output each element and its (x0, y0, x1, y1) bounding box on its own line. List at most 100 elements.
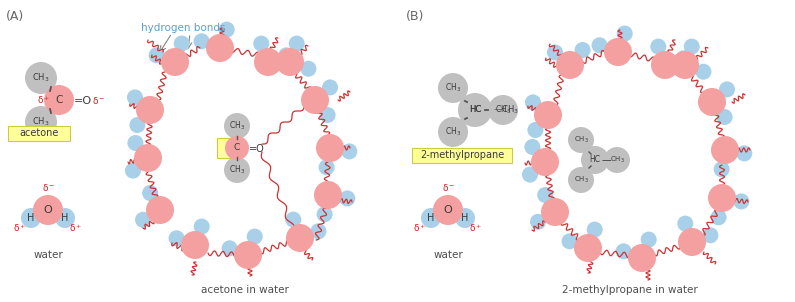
Text: CH$_3$: CH$_3$ (229, 120, 245, 132)
Text: δ$^+$: δ$^+$ (69, 222, 83, 234)
Circle shape (173, 36, 190, 52)
Text: acetone: acetone (19, 128, 59, 139)
Circle shape (224, 157, 250, 183)
Text: CH$_3$: CH$_3$ (33, 116, 50, 128)
Circle shape (719, 82, 735, 98)
Circle shape (641, 232, 657, 248)
Circle shape (181, 231, 209, 259)
Text: —: — (601, 155, 611, 165)
Circle shape (733, 193, 750, 209)
Circle shape (556, 51, 584, 79)
Circle shape (130, 117, 145, 133)
Text: CH$_3$: CH$_3$ (229, 164, 245, 176)
Circle shape (135, 212, 151, 228)
Text: CH$_3$: CH$_3$ (445, 82, 461, 94)
Text: CH$_3$: CH$_3$ (445, 126, 461, 138)
Text: CH$_3$: CH$_3$ (33, 72, 50, 84)
Text: H: H (428, 213, 435, 223)
Circle shape (25, 106, 57, 138)
Circle shape (604, 147, 630, 173)
Circle shape (341, 143, 357, 159)
Circle shape (537, 187, 553, 203)
Circle shape (142, 185, 158, 201)
Text: acetone in water: acetone in water (201, 285, 289, 295)
Circle shape (678, 228, 706, 256)
Text: δ$^+$: δ$^+$ (413, 222, 427, 234)
Circle shape (169, 230, 184, 246)
Circle shape (206, 34, 234, 62)
Circle shape (568, 167, 594, 193)
Circle shape (615, 243, 631, 259)
Circle shape (547, 44, 563, 60)
Circle shape (149, 47, 165, 63)
Circle shape (488, 95, 518, 125)
Circle shape (651, 51, 679, 79)
Circle shape (194, 219, 210, 235)
Circle shape (458, 93, 492, 127)
Text: δ$^-$: δ$^-$ (442, 182, 456, 193)
Circle shape (604, 38, 632, 66)
Circle shape (708, 184, 736, 212)
Circle shape (316, 206, 332, 222)
Circle shape (314, 181, 342, 209)
Circle shape (561, 233, 578, 249)
Text: HC: HC (469, 105, 481, 114)
Circle shape (339, 190, 355, 206)
Circle shape (433, 195, 463, 225)
Circle shape (254, 48, 282, 76)
Circle shape (278, 47, 294, 63)
Circle shape (541, 198, 569, 226)
Circle shape (136, 96, 164, 124)
Circle shape (711, 136, 739, 164)
Circle shape (568, 127, 594, 153)
Text: C: C (234, 143, 240, 153)
Circle shape (455, 208, 475, 228)
Circle shape (421, 208, 441, 228)
Circle shape (222, 240, 238, 256)
Text: HC: HC (469, 105, 481, 114)
Bar (217, 138, 232, 158)
Text: H: H (61, 213, 68, 223)
Circle shape (254, 36, 270, 52)
Circle shape (703, 227, 719, 243)
Circle shape (534, 101, 562, 129)
Circle shape (736, 145, 752, 161)
Circle shape (438, 73, 468, 103)
Bar (412, 148, 512, 163)
Text: water: water (33, 250, 63, 260)
Circle shape (525, 139, 541, 155)
Text: C: C (56, 95, 63, 105)
Text: =O: =O (249, 144, 265, 154)
Circle shape (234, 241, 262, 269)
Circle shape (714, 161, 730, 177)
Text: (A): (A) (6, 10, 25, 23)
Text: O: O (444, 205, 452, 215)
Bar (8, 126, 70, 141)
Circle shape (696, 64, 712, 80)
Circle shape (522, 167, 538, 183)
Circle shape (671, 51, 699, 79)
Circle shape (161, 48, 189, 76)
Circle shape (574, 234, 602, 262)
Circle shape (525, 95, 541, 111)
Circle shape (146, 196, 174, 224)
Circle shape (587, 222, 603, 238)
Circle shape (684, 39, 700, 55)
Circle shape (617, 26, 633, 42)
Circle shape (285, 212, 301, 228)
Text: CH$_3$: CH$_3$ (573, 135, 588, 145)
Circle shape (125, 162, 141, 178)
Circle shape (438, 117, 468, 147)
Circle shape (301, 61, 316, 77)
Circle shape (289, 36, 304, 52)
Circle shape (33, 195, 63, 225)
Circle shape (716, 109, 733, 125)
Text: HC: HC (590, 156, 600, 165)
Text: H: H (27, 213, 35, 223)
Circle shape (677, 216, 693, 232)
Text: CH$_3$: CH$_3$ (610, 155, 624, 165)
Text: δ$^-$: δ$^-$ (92, 95, 106, 105)
Circle shape (530, 214, 546, 230)
Circle shape (193, 33, 210, 49)
Circle shape (276, 48, 304, 76)
